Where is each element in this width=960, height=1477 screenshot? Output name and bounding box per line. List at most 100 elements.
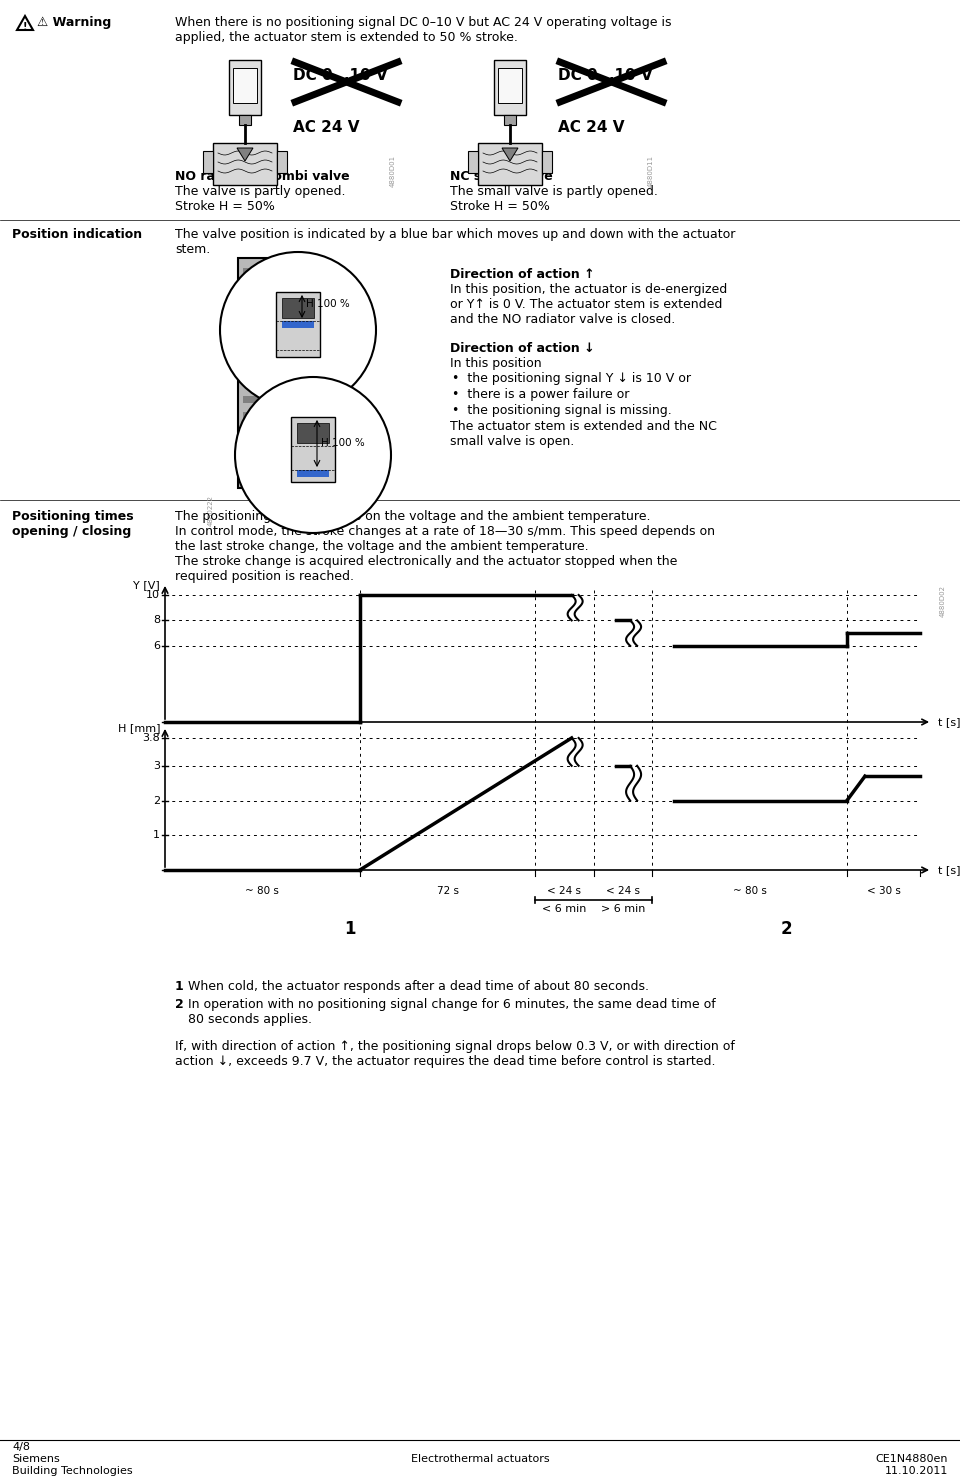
Text: 2: 2	[153, 796, 160, 805]
Bar	[468, 151, 478, 173]
Text: < 24 s: < 24 s	[547, 886, 582, 897]
Text: H [mm]: H [mm]	[117, 724, 160, 733]
Text: and the NO radiator valve is closed.: and the NO radiator valve is closed.	[450, 313, 675, 326]
Text: In this position: In this position	[450, 357, 541, 371]
Text: •  the positioning signal is missing.: • the positioning signal is missing.	[452, 405, 672, 417]
Bar	[243, 300, 308, 307]
Text: the last stroke change, the voltage and the ambient temperature.: the last stroke change, the voltage and …	[175, 541, 588, 552]
Bar	[277, 151, 287, 173]
Text: 3.8: 3.8	[142, 733, 160, 743]
Bar	[243, 412, 308, 419]
Text: •  there is a power failure or: • there is a power failure or	[452, 388, 630, 400]
Text: Building Technologies: Building Technologies	[12, 1467, 132, 1476]
Polygon shape	[237, 148, 253, 161]
Text: ~ 80 s: ~ 80 s	[732, 886, 766, 897]
Bar	[203, 151, 213, 173]
Text: 6: 6	[153, 641, 160, 651]
Text: 4/8: 4/8	[12, 1442, 30, 1452]
Text: 72 s: 72 s	[437, 886, 459, 897]
Text: < 30 s: < 30 s	[867, 886, 900, 897]
Text: t [s]: t [s]	[938, 716, 960, 727]
Bar	[504, 115, 516, 126]
Text: 10: 10	[146, 589, 160, 600]
Bar	[229, 61, 261, 115]
Text: H 100 %: H 100 %	[321, 439, 365, 448]
Text: small valve is open.: small valve is open.	[450, 436, 574, 448]
Text: The small valve is partly opened.: The small valve is partly opened.	[450, 185, 658, 198]
Text: DC 0...10 V: DC 0...10 V	[293, 68, 388, 83]
Text: 11.10.2011: 11.10.2011	[884, 1467, 948, 1476]
Text: The positioning time depends on the voltage and the ambient temperature.: The positioning time depends on the volt…	[175, 510, 651, 523]
Bar	[243, 332, 308, 340]
Bar	[291, 417, 335, 482]
Text: t [s]: t [s]	[938, 866, 960, 874]
Text: 4880D01: 4880D01	[390, 155, 396, 188]
Polygon shape	[502, 148, 518, 161]
Text: •  the positioning signal Y ↓ is 10 V or: • the positioning signal Y ↓ is 10 V or	[452, 372, 691, 385]
Bar	[297, 470, 329, 477]
Text: 80 seconds applies.: 80 seconds applies.	[188, 1013, 312, 1027]
Text: NO radiator, Combi valve: NO radiator, Combi valve	[175, 170, 349, 183]
Bar	[243, 396, 308, 403]
Bar	[282, 321, 314, 328]
Text: 1: 1	[175, 981, 183, 993]
Text: DC 0...10 V: DC 0...10 V	[558, 68, 653, 83]
Bar	[297, 422, 329, 443]
Bar	[243, 380, 308, 387]
Text: Direction of action ↑: Direction of action ↑	[450, 267, 594, 281]
Text: !: !	[23, 22, 27, 32]
Text: In operation with no positioning signal change for 6 minutes, the same dead time: In operation with no positioning signal …	[188, 998, 716, 1010]
Bar	[494, 61, 526, 115]
Text: 3: 3	[153, 761, 160, 771]
Bar	[276, 292, 320, 357]
Text: If, with direction of action ↑, the positioning signal drops below 0.3 V, or wit: If, with direction of action ↑, the posi…	[175, 1040, 734, 1053]
Bar	[243, 349, 308, 354]
Bar	[243, 284, 308, 291]
Text: applied, the actuator stem is extended to 50 % stroke.: applied, the actuator stem is extended t…	[175, 31, 517, 44]
Text: Position indication: Position indication	[12, 227, 142, 241]
Text: 4880D11: 4880D11	[648, 155, 654, 188]
Bar	[498, 68, 522, 103]
Bar	[243, 428, 308, 436]
Text: action ↓, exceeds 9.7 V, the actuator requires the dead time before control is s: action ↓, exceeds 9.7 V, the actuator re…	[175, 1055, 715, 1068]
Text: 1: 1	[153, 830, 160, 840]
Text: The actuator stem is extended and the NC: The actuator stem is extended and the NC	[450, 419, 717, 433]
Text: The stroke change is acquired electronically and the actuator stopped when the: The stroke change is acquired electronic…	[175, 555, 678, 569]
Bar	[238, 258, 313, 487]
Text: or Y↑ is 0 V. The actuator stem is extended: or Y↑ is 0 V. The actuator stem is exten…	[450, 298, 722, 312]
Bar	[282, 298, 314, 318]
Text: When cold, the actuator responds after a dead time of about 80 seconds.: When cold, the actuator responds after a…	[188, 981, 649, 993]
Text: Positioning times: Positioning times	[12, 510, 133, 523]
Text: When there is no positioning signal DC 0–10 V but AC 24 V operating voltage is: When there is no positioning signal DC 0…	[175, 16, 671, 30]
Text: AC 24 V: AC 24 V	[558, 120, 625, 134]
Bar	[233, 68, 257, 103]
Text: Stroke H = 50%: Stroke H = 50%	[175, 199, 275, 213]
Text: CE1N4880en: CE1N4880en	[876, 1453, 948, 1464]
Text: opening / closing: opening / closing	[12, 524, 132, 538]
Bar	[239, 115, 251, 126]
Text: 8: 8	[153, 616, 160, 625]
Text: AC 24 V: AC 24 V	[293, 120, 359, 134]
Bar	[243, 316, 308, 323]
Text: ⚠ Warning: ⚠ Warning	[37, 16, 111, 30]
Text: required position is reached.: required position is reached.	[175, 570, 354, 583]
Text: 1: 1	[345, 920, 356, 938]
Text: Electrothermal actuators: Electrothermal actuators	[411, 1453, 549, 1464]
Text: NC small valve: NC small valve	[450, 170, 553, 183]
Text: Y [V]: Y [V]	[133, 580, 160, 589]
Text: < 6 min: < 6 min	[542, 904, 587, 914]
Text: 4880D02: 4880D02	[940, 585, 946, 617]
Text: In control mode, the stroke changes at a rate of 18—30 s/mm. This speed depends : In control mode, the stroke changes at a…	[175, 524, 715, 538]
Text: stem.: stem.	[175, 244, 210, 256]
Text: < 24 s: < 24 s	[606, 886, 640, 897]
Text: Stroke H = 50%: Stroke H = 50%	[450, 199, 550, 213]
Text: The valve is partly opened.: The valve is partly opened.	[175, 185, 346, 198]
Text: ~ 80 s: ~ 80 s	[246, 886, 279, 897]
Text: 4880222: 4880222	[208, 495, 214, 526]
Text: Direction of action ↓: Direction of action ↓	[450, 343, 594, 354]
Bar	[213, 143, 277, 185]
Circle shape	[235, 377, 391, 533]
Text: The valve position is indicated by a blue bar which moves up and down with the a: The valve position is indicated by a blu…	[175, 227, 735, 241]
Text: 2: 2	[780, 920, 792, 938]
Text: > 6 min: > 6 min	[601, 904, 645, 914]
